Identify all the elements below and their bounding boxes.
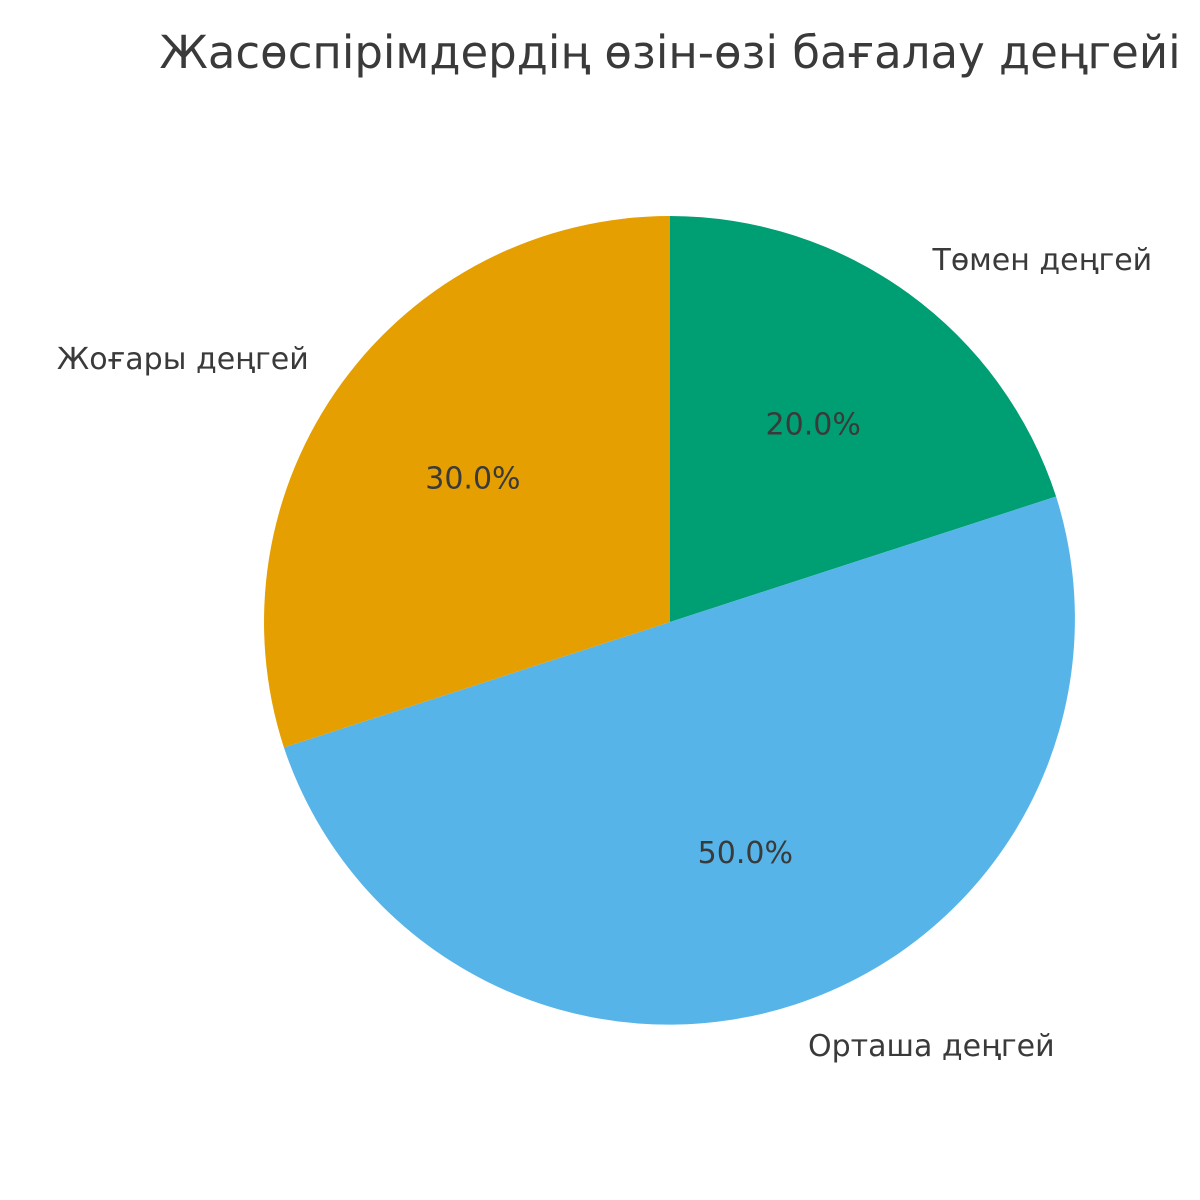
slice-pct-label-3: 30.0% — [425, 461, 520, 496]
slice-pct-label-2: 50.0% — [698, 836, 793, 871]
slice-label-3: Жоғары деңгей — [57, 342, 309, 377]
slice-pct-label-1: 20.0% — [766, 407, 861, 442]
chart-title: Жасөспірімдердің өзін-өзі бағалау деңгей… — [159, 26, 1180, 79]
pie-slice-3 — [264, 216, 670, 748]
pie-slice-1 — [670, 216, 1057, 622]
pie-slices-group: 20.0% Төмен деңгей 50.0% Орташа деңгей 30.0%… — [57, 216, 1152, 1064]
slice-label-1: Төмен деңгей — [932, 243, 1153, 278]
pie-slice-2 — [283, 496, 1075, 1025]
slice-label-2: Орташа деңгей — [808, 1029, 1055, 1064]
